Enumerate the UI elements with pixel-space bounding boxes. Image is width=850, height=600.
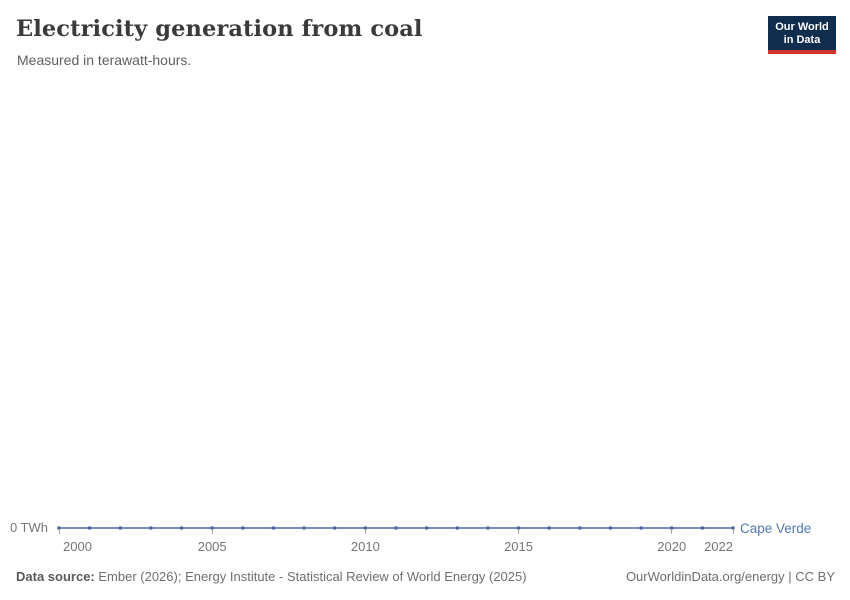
series-entity-label[interactable]: Cape Verde — [740, 521, 812, 536]
data-point-2014[interactable] — [486, 526, 490, 530]
y-axis-tick-label: 0 TWh — [9, 520, 48, 535]
x-axis-tick-2020 — [671, 529, 673, 534]
data-point-2005[interactable] — [210, 526, 214, 530]
data-point-2003[interactable] — [149, 526, 153, 530]
x-axis-tick-2010 — [364, 529, 366, 534]
x-axis-tick-2000 — [58, 529, 60, 534]
owid-logo[interactable]: Our World in Data — [768, 16, 836, 54]
x-axis-label-2020: 2020 — [657, 539, 687, 554]
data-point-2021[interactable] — [700, 526, 705, 530]
data-point-2019[interactable] — [639, 526, 643, 530]
data-point-2011[interactable] — [394, 526, 398, 530]
x-axis-label-2015: 2015 — [504, 539, 533, 554]
chart-title: Electricity generation from coal — [16, 16, 423, 42]
data-point-2022[interactable] — [731, 526, 735, 530]
data-point-2012[interactable] — [424, 526, 429, 530]
credit-link[interactable]: OurWorldinData.org/energy | CC BY — [625, 569, 835, 584]
data-point-2008[interactable] — [302, 526, 306, 530]
data-point-2017[interactable] — [578, 526, 582, 530]
x-axis-label-2022: 2022 — [704, 539, 733, 554]
data-point-2006[interactable] — [241, 526, 245, 530]
data-point-2013[interactable] — [455, 526, 460, 530]
data-source-note: Data source: Ember (2026); Energy Instit… — [16, 569, 527, 585]
data-point-2004[interactable] — [179, 526, 184, 530]
x-axis-tick-2015 — [518, 529, 520, 534]
owid-logo-text-line1: Our World — [775, 21, 829, 33]
x-axis-tick-2005 — [211, 529, 213, 534]
data-point-2010[interactable] — [363, 526, 368, 530]
owid-logo-text-line2: in Data — [783, 34, 821, 46]
data-point-2020[interactable] — [669, 526, 674, 530]
data-point-2001[interactable] — [87, 526, 92, 530]
data-point-2000[interactable] — [57, 526, 61, 530]
data-point-2007[interactable] — [271, 526, 276, 530]
x-axis-label-2000: 2000 — [63, 539, 92, 554]
data-point-2015[interactable] — [516, 526, 521, 530]
data-source-label: Data source: — [16, 569, 95, 584]
x-axis-tick-2022 — [732, 529, 734, 534]
x-axis-label-2005: 2005 — [197, 539, 227, 554]
data-point-2016[interactable] — [547, 526, 551, 530]
x-axis-label-2010: 2010 — [350, 539, 380, 554]
data-source-text: Ember (2026); Energy Institute - Statist… — [94, 569, 527, 584]
data-point-2018[interactable] — [608, 526, 613, 530]
data-point-2009[interactable] — [332, 526, 337, 530]
data-point-2002[interactable] — [118, 526, 123, 530]
chart-subtitle: Measured in terawatt-hours. — [17, 52, 192, 68]
